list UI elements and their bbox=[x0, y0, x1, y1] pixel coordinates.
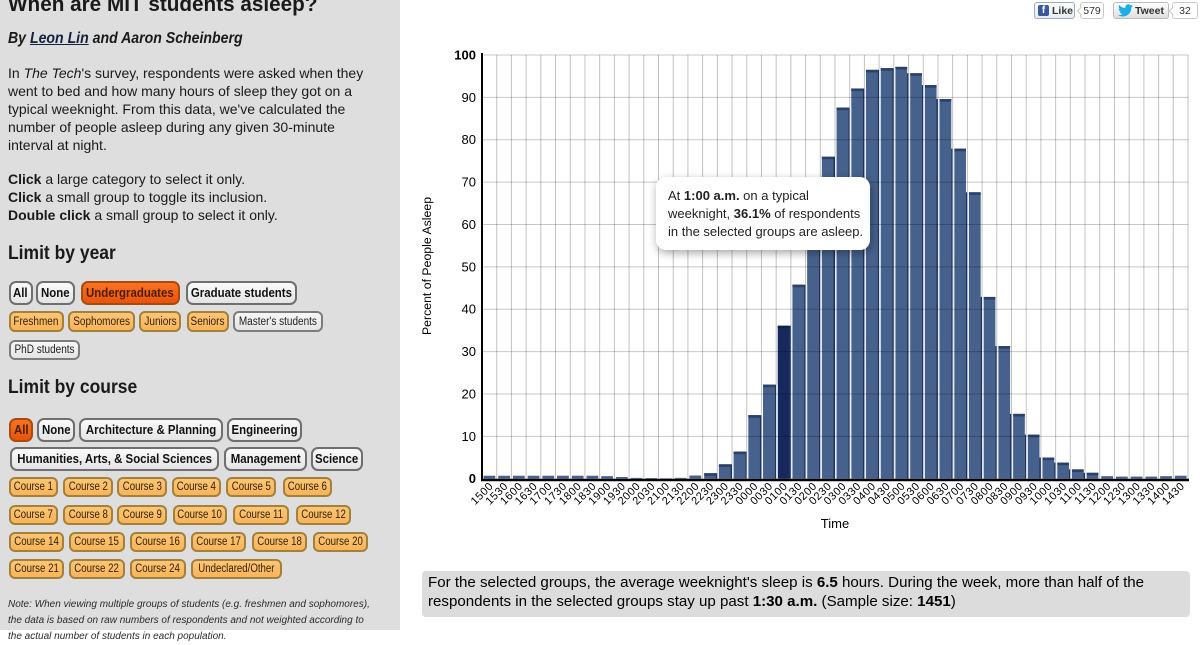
svg-text:10: 10 bbox=[462, 429, 476, 444]
svg-text:Percent of People Asleep: Percent of People Asleep bbox=[420, 197, 434, 335]
svg-text:80: 80 bbox=[462, 132, 476, 147]
svg-text:50: 50 bbox=[462, 259, 476, 274]
svg-text:20: 20 bbox=[462, 386, 476, 401]
svg-text:60: 60 bbox=[462, 217, 476, 232]
svg-text:30: 30 bbox=[462, 344, 476, 359]
svg-text:40: 40 bbox=[462, 302, 476, 317]
svg-text:100: 100 bbox=[454, 48, 476, 63]
svg-text:Time: Time bbox=[821, 516, 849, 531]
svg-text:0: 0 bbox=[469, 471, 476, 486]
svg-text:70: 70 bbox=[462, 175, 476, 190]
svg-text:90: 90 bbox=[462, 90, 476, 105]
